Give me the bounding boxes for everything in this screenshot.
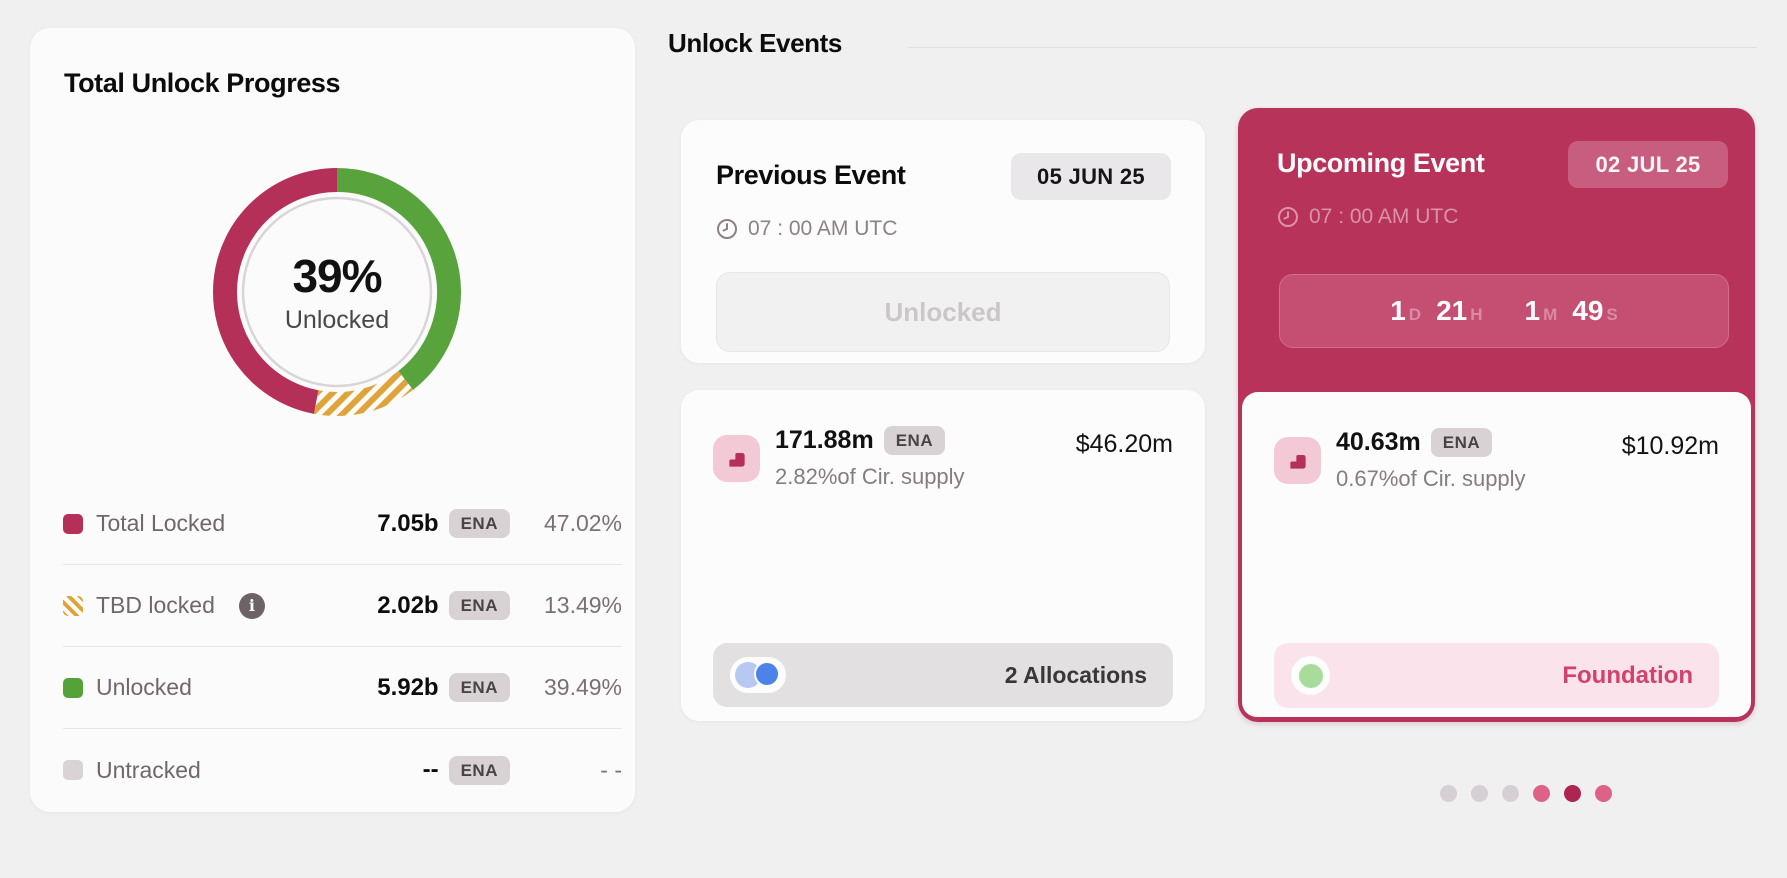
previous-event-card: Previous Event 05 JUN 25 07 : 00 AM UTC … xyxy=(681,120,1205,363)
token-badge: ENA xyxy=(448,509,510,538)
donut-center-label: 39% Unlocked xyxy=(212,167,462,417)
unlock-events-section-title: Unlock Events xyxy=(668,28,842,58)
previous-supply-share: 2.82%of Cir. supply xyxy=(775,464,965,489)
token-badge: ENA xyxy=(883,426,946,455)
token-badge: ENA xyxy=(448,673,510,702)
untracked-swatch xyxy=(63,760,83,780)
section-divider xyxy=(908,47,1757,48)
legend-value: 2.02b xyxy=(377,591,439,619)
token-badge: ENA xyxy=(1430,428,1493,457)
previous-event-date-badge: 05 JUN 25 xyxy=(1011,153,1171,200)
total-unlock-progress-card: Total Unlock Progress 39% Unlocked xyxy=(30,28,635,812)
clock-icon xyxy=(717,219,737,239)
legend-row-total-locked: Total Locked 7.05b ENA 47.02% xyxy=(63,483,622,565)
legend-value: 5.92b xyxy=(377,673,439,701)
allocation-category-dot xyxy=(1291,656,1330,695)
previous-event-time: 07 : 00 AM UTC xyxy=(716,217,897,241)
upcoming-event-title: Upcoming Event xyxy=(1277,148,1485,178)
foundation-label: Foundation xyxy=(1562,661,1693,689)
token-badge: ENA xyxy=(448,591,510,620)
donut-percent-caption: Unlocked xyxy=(284,306,390,334)
allocations-toggle[interactable] xyxy=(730,657,786,693)
unlocked-status-button[interactable]: Unlocked xyxy=(716,272,1170,352)
allocation-chart-icon xyxy=(1274,437,1321,484)
legend-percent: - - xyxy=(600,756,622,783)
carousel-dot-4[interactable] xyxy=(1533,785,1550,802)
upcoming-event-time: 07 : 00 AM UTC xyxy=(1277,205,1458,229)
countdown-hours: 21 H xyxy=(1436,295,1483,326)
carousel-dot-1[interactable] xyxy=(1440,785,1457,802)
legend-label: Total Locked xyxy=(96,510,226,536)
upcoming-event-date-badge: 02 JUL 25 xyxy=(1568,141,1728,188)
unlocked-swatch xyxy=(63,677,83,698)
legend-percent: 47.02% xyxy=(543,510,622,536)
previous-usd-value: $46.20m xyxy=(1075,430,1173,458)
total-locked-swatch xyxy=(63,513,83,534)
upcoming-event-card: Upcoming Event 02 JUL 25 07 : 00 AM UTC … xyxy=(1238,108,1755,722)
legend-row-unlocked: Unlocked 5.92b ENA 39.49% xyxy=(63,647,622,729)
carousel-dot-3[interactable] xyxy=(1502,785,1519,802)
unlock-progress-donut-chart: 39% Unlocked xyxy=(212,167,462,417)
previous-event-allocation-card: 171.88m ENA 2.82%of Cir. supply $46.20m … xyxy=(681,390,1205,721)
previous-event-title: Previous Event xyxy=(716,160,906,190)
allocations-count-label: 2 Allocations xyxy=(1004,661,1147,688)
legend-row-tbd-locked: TBD locked i 2.02b ENA 13.49% xyxy=(63,565,622,647)
carousel-dot-5-active[interactable] xyxy=(1564,785,1581,802)
upcoming-event-time-text: 07 : 00 AM UTC xyxy=(1309,205,1459,228)
progress-legend: Total Locked 7.05b ENA 47.02% TBD locked… xyxy=(63,483,622,811)
legend-label: TBD locked xyxy=(96,592,215,618)
legend-label: Untracked xyxy=(96,756,201,783)
legend-row-untracked: Untracked -- ENA - - xyxy=(63,729,622,811)
green-dot xyxy=(1298,663,1323,688)
step-chart-glyph xyxy=(1289,454,1306,469)
progress-card-title: Total Unlock Progress xyxy=(64,68,341,98)
event-carousel-pagination xyxy=(1440,785,1612,802)
donut-segment-unlocked xyxy=(336,168,461,390)
info-icon[interactable]: i xyxy=(238,592,265,619)
legend-percent: 13.49% xyxy=(543,592,622,618)
countdown-seconds: 49 S xyxy=(1572,295,1618,326)
previous-unlock-amount: 171.88m xyxy=(775,426,874,454)
legend-value: -- xyxy=(422,756,439,783)
allocation-chart-icon xyxy=(713,435,760,482)
clock-icon xyxy=(1278,207,1298,227)
upcoming-unlock-amount: 40.63m xyxy=(1336,428,1421,456)
upcoming-supply-share: 0.67%of Cir. supply xyxy=(1336,466,1526,491)
donut-percent-value: 39% xyxy=(292,250,382,302)
donut-segment-total-locked xyxy=(213,168,338,414)
token-badge: ENA xyxy=(448,755,510,785)
donut-segment-tbd-locked xyxy=(313,370,414,416)
legend-percent: 39.49% xyxy=(543,674,622,700)
legend-label: Unlocked xyxy=(96,674,192,700)
previous-event-time-text: 07 : 00 AM UTC xyxy=(748,217,898,240)
donut-chart-svg xyxy=(213,168,461,416)
upcoming-allocation-card: 40.63m ENA 0.67%of Cir. supply $10.92m F… xyxy=(1242,392,1751,717)
upcoming-usd-value: $10.92m xyxy=(1621,432,1719,460)
foundation-allocation-row[interactable]: Foundation xyxy=(1274,643,1719,708)
carousel-dot-6[interactable] xyxy=(1595,785,1612,802)
allocations-expander[interactable]: 2 Allocations xyxy=(713,643,1173,707)
step-chart-glyph xyxy=(728,452,745,467)
legend-value: 7.05b xyxy=(377,509,439,537)
carousel-dot-2[interactable] xyxy=(1471,785,1488,802)
tbd-locked-swatch xyxy=(63,595,83,616)
toggle-circle-on xyxy=(754,661,780,687)
